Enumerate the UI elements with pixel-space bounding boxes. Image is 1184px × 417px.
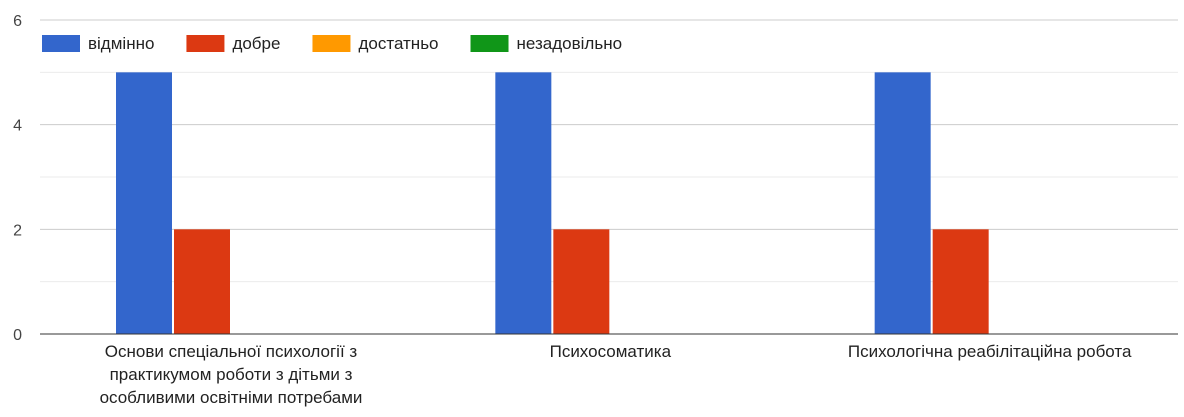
x-axis-labels: Основи спеціальної психології з практикум… bbox=[100, 342, 1132, 407]
x-tick-label: особливими освітніми потребами bbox=[100, 388, 363, 407]
bar-1-2 bbox=[495, 72, 552, 334]
legend-label: добре bbox=[232, 34, 280, 53]
legend-swatch bbox=[42, 35, 80, 52]
bar-1-3 bbox=[874, 72, 931, 334]
legend-label: відмінно bbox=[88, 34, 154, 53]
legend-label: незадовільно bbox=[517, 34, 623, 53]
x-tick-label: Психологічна реабілітаційна робота bbox=[848, 342, 1132, 361]
y-tick-label: 0 bbox=[13, 327, 22, 344]
bar-2-1 bbox=[174, 229, 230, 334]
x-tick-label: Психосоматика bbox=[550, 342, 672, 361]
legend: відмінно добре достатньо незадовільно bbox=[42, 34, 622, 53]
y-axis-ticks: 0 2 4 6 bbox=[13, 13, 22, 344]
bars bbox=[116, 72, 989, 334]
x-tick-label: практикумом роботи з дітьми з bbox=[110, 365, 353, 384]
x-tick-label: Основи спеціальної психології з bbox=[105, 342, 358, 361]
y-tick-label: 2 bbox=[13, 222, 22, 239]
bar-1-1 bbox=[116, 72, 172, 334]
legend-label: достатньо bbox=[358, 34, 438, 53]
legend-swatch bbox=[470, 35, 509, 52]
legend-swatch bbox=[186, 35, 225, 52]
y-tick-label: 4 bbox=[13, 118, 22, 135]
bar-2-2 bbox=[553, 229, 610, 334]
y-tick-label: 6 bbox=[13, 13, 22, 30]
bar-2-3 bbox=[932, 229, 989, 334]
legend-swatch bbox=[312, 35, 351, 52]
